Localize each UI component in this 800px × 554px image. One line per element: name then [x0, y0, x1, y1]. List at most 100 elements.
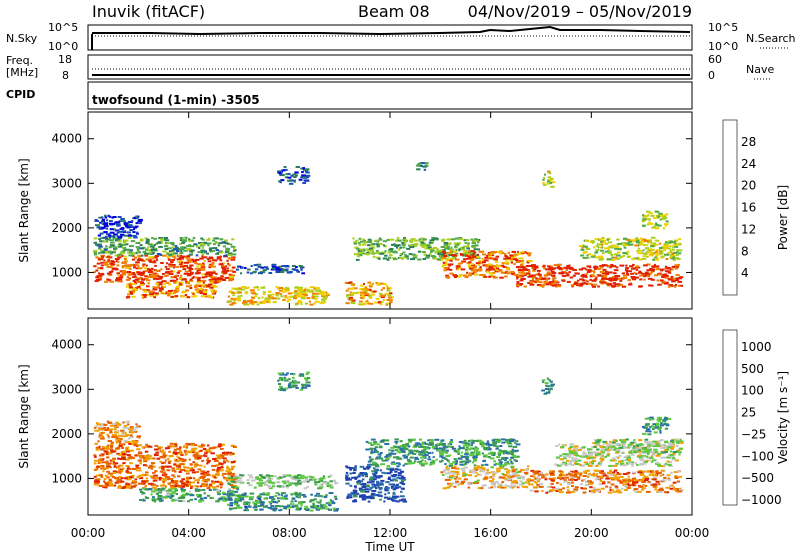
- power-cell: [646, 251, 652, 253]
- velocity-cell: [322, 481, 328, 484]
- velocity-cell: [348, 494, 351, 496]
- velocity-cell: [551, 477, 557, 480]
- power-cell: [646, 255, 649, 258]
- power-cell: [239, 294, 243, 297]
- velocity-cell: [449, 462, 454, 465]
- velocity-cell: [128, 442, 132, 445]
- power-cell: [101, 216, 104, 219]
- power-cell: [174, 279, 177, 282]
- velocity-cell: [121, 447, 124, 449]
- power-cell: [140, 254, 144, 257]
- velocity-cell: [105, 460, 109, 463]
- power-cell: [107, 214, 110, 217]
- velocity-cell: [679, 487, 682, 490]
- power-cell: [500, 271, 505, 274]
- power-cell: [137, 273, 142, 276]
- velocity-cell: [332, 479, 336, 482]
- velocity-cell: [374, 451, 379, 453]
- power-cell: [194, 286, 198, 288]
- power-cell: [125, 296, 128, 299]
- power-cell: [168, 265, 174, 268]
- power-cell: [553, 280, 559, 283]
- velocity-cell: [188, 490, 192, 493]
- power-cell: [201, 247, 204, 249]
- velocity-cell: [111, 476, 116, 479]
- power-cell: [142, 288, 147, 291]
- power-cell: [300, 303, 303, 305]
- velocity-cell: [268, 496, 273, 499]
- velocity-cell: [225, 470, 229, 473]
- velocity-cell: [216, 473, 220, 476]
- power-cell: [652, 217, 657, 220]
- velocity-cell: [353, 489, 358, 492]
- velocity-cell: [466, 442, 470, 445]
- velocity-cell: [400, 490, 403, 493]
- power-region-6: [352, 236, 481, 261]
- velocity-cell: [390, 467, 395, 470]
- power-cell: [168, 290, 172, 292]
- velocity-cell: [571, 490, 576, 493]
- power-cell: [539, 274, 542, 277]
- velocity-cell: [467, 474, 472, 477]
- power-cell: [126, 276, 129, 278]
- power-cell: [145, 258, 151, 261]
- power-cell: [573, 283, 578, 285]
- velocity-cell: [227, 482, 230, 485]
- velocity-cell: [402, 454, 406, 457]
- power-cell: [413, 245, 416, 248]
- power-cell: [148, 273, 152, 276]
- velocity-cell: [108, 483, 114, 485]
- power-cell: [215, 241, 219, 244]
- velocity-cell: [480, 464, 484, 467]
- power-cell: [208, 249, 212, 251]
- velocity-cell: [465, 455, 469, 458]
- velocity-cell: [396, 450, 402, 453]
- power-cell: [169, 279, 175, 282]
- power-cell: [117, 280, 122, 283]
- power-cell: [543, 267, 547, 270]
- power-cell: [295, 174, 298, 177]
- power-cell: [542, 183, 547, 186]
- power-cell: [443, 255, 447, 257]
- power-cell: [133, 266, 136, 269]
- power-cell: [228, 257, 234, 260]
- velocity-cell: [263, 484, 269, 486]
- power-cell: [279, 181, 282, 184]
- power-cell: [614, 247, 619, 250]
- velocity-cell: [147, 455, 152, 457]
- velocity-cell: [634, 490, 640, 493]
- velocity-cell: [127, 468, 131, 470]
- power-cell: [464, 242, 467, 244]
- velocity-cell: [643, 479, 649, 482]
- power-cell: [262, 293, 266, 296]
- power-cell: [566, 265, 571, 267]
- power-cell: [542, 178, 545, 181]
- velocity-cell: [104, 467, 109, 470]
- velocity-cell: [222, 472, 227, 475]
- power-cell: [103, 222, 109, 225]
- power-cell: [107, 259, 110, 262]
- velocity-cell: [157, 491, 163, 494]
- velocity-cell: [156, 488, 162, 491]
- velocity-cell: [393, 474, 398, 476]
- velocity-cell: [258, 474, 263, 477]
- power-cell: [546, 182, 550, 185]
- power-cell: [606, 283, 612, 286]
- power-cell: [516, 277, 519, 280]
- velocity-cell: [451, 482, 454, 485]
- power-cell: [585, 283, 588, 285]
- velocity-cell: [179, 458, 184, 461]
- power-cell: [171, 249, 175, 252]
- velocity-cell: [479, 469, 483, 472]
- velocity-cell: [130, 481, 136, 484]
- power-cell: [298, 178, 303, 181]
- velocity-cell: [455, 480, 459, 483]
- power-cell: [104, 248, 108, 251]
- power-cell: [98, 216, 104, 219]
- power-cell: [212, 239, 216, 242]
- power-cell: [449, 272, 454, 275]
- velocity-cell: [329, 499, 332, 502]
- velocity-cell: [239, 479, 242, 482]
- velocity-cell: [515, 460, 518, 462]
- power-cell: [275, 271, 279, 273]
